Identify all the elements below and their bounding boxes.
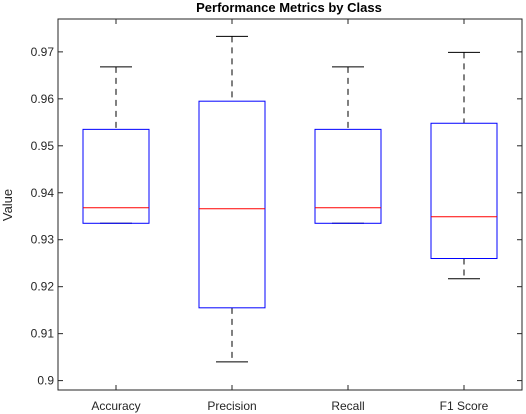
y-tick-label: 0.95 (31, 139, 55, 153)
y-tick-label: 0.96 (31, 92, 55, 106)
x-tick-label: Accuracy (91, 399, 140, 413)
box-precision (198, 35, 266, 363)
plot-area (57, 18, 523, 391)
x-tick-label: F1 Score (440, 399, 489, 413)
box-recall (314, 66, 382, 224)
iqr-box (82, 128, 150, 224)
box-f1-score (430, 51, 498, 280)
y-tick-label: 0.92 (31, 280, 55, 294)
iqr-box (314, 128, 382, 224)
y-tick-label: 0.91 (31, 327, 55, 341)
y-tick-label: 0.93 (31, 233, 55, 247)
y-tick-label: 0.94 (31, 186, 55, 200)
boxes (82, 35, 498, 363)
y-axis: 0.9 0.91 0.92 0.93 0.94 0.95 0.96 0.97 (31, 45, 522, 388)
y-tick-label: 0.97 (31, 45, 55, 59)
iqr-box (198, 100, 266, 309)
y-tick-label: 0.9 (37, 374, 54, 388)
x-tick-label: Precision (207, 399, 256, 413)
x-axis: Accuracy Precision Recall F1 Score (91, 19, 489, 413)
iqr-box (430, 122, 498, 260)
box-accuracy (82, 66, 150, 224)
y-axis-label: Value (0, 189, 15, 221)
x-tick-label: Recall (331, 399, 364, 413)
chart-title: Performance Metrics by Class (196, 0, 382, 15)
